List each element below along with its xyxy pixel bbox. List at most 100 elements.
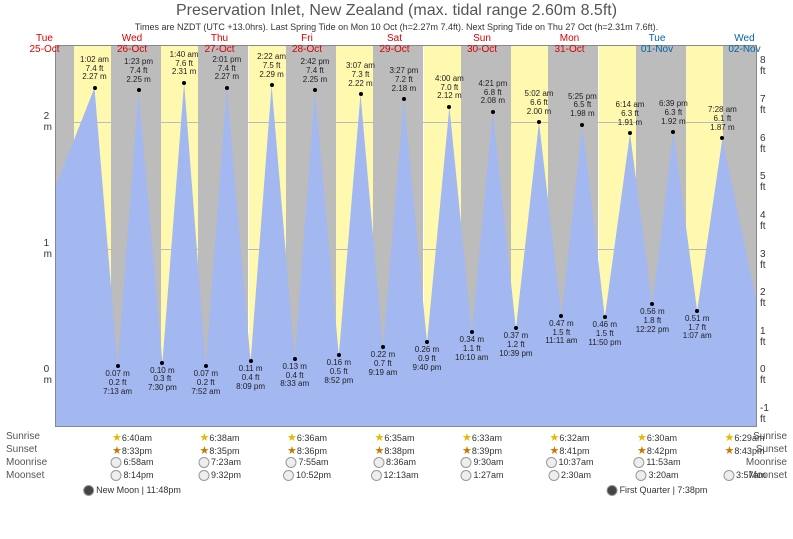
date-label: Fri28-Oct [292,33,322,55]
sun-moon-time: ★6:33am [462,431,502,444]
sun-moon-time: 2:30am [548,470,591,481]
date-label: Thu27-Oct [204,33,234,55]
date-label: Tue01-Nov [641,33,673,55]
sun-moon-time: ★8:41pm [550,444,590,457]
sun-moon-time: 9:32pm [198,470,241,481]
sun-moon-time: 10:52pm [283,470,331,481]
sun-moon-time: 6:58am [110,457,153,468]
tide-point [381,345,385,349]
high-tide-label: 1:40 am7.6 ft2.31 m [170,51,199,77]
high-tide-label: 5:02 am6.6 ft2.00 m [525,90,554,116]
high-tide-label: 3:27 pm7.2 ft2.18 m [389,67,418,93]
tide-point [514,326,518,330]
date-label: Sat29-Oct [379,33,409,55]
tide-point [182,81,186,85]
y-tick-right: 3 ft [756,249,766,271]
y-tick-left: 1 m [44,238,56,260]
y-tick-right: 0 ft [756,364,766,386]
tide-chart: Preservation Inlet, New Zealand (max. ti… [0,0,793,539]
tide-point [225,86,229,90]
sun-moon-time: 7:23am [198,457,241,468]
chart-title: Preservation Inlet, New Zealand (max. ti… [0,2,793,20]
y-tick-right: 6 ft [756,133,766,155]
sun-moon-time: ★6:30am [637,431,677,444]
tide-point [671,130,675,134]
high-tide-label: 4:00 am7.0 ft2.12 m [435,75,464,101]
sun-moon-time: ★8:43pm [725,444,765,457]
sun-moon-time: 11:53am [633,457,680,468]
high-tide-label: 2:01 pm7.4 ft2.27 m [212,56,241,82]
sun-moon-time: 7:55am [285,457,328,468]
moon-phase-label: New Moon | 11:48pm [83,485,181,496]
tide-point [359,92,363,96]
sun-moon-time: ★8:42pm [637,444,677,457]
high-tide-label: 6:39 pm6.3 ft1.92 m [659,100,688,126]
y-tick-left: 0 m [44,364,56,386]
sun-moon-time: 12:13am [370,470,418,481]
tide-point [160,361,164,365]
row-label-left: Sunrise [6,431,40,442]
sun-moon-time: 10:37am [545,457,593,468]
low-tide-label: 0.10 m0.3 ft7:30 pm [148,367,177,393]
low-tide-label: 0.51 m1.7 ft1:07 am [683,315,712,341]
date-label: Wed26-Oct [117,33,147,55]
tide-point [402,97,406,101]
plot-area: 0 m1 m2 m-1 ft0 ft1 ft2 ft3 ft4 ft5 ft6 … [55,45,757,427]
tide-point [425,340,429,344]
y-tick-right: 5 ft [756,171,766,193]
date-label: Sun30-Oct [467,33,497,55]
row-label-left: Moonset [6,470,44,481]
low-tide-label: 0.07 m0.2 ft7:13 am [103,370,132,396]
date-label: Mon31-Oct [554,33,584,55]
tide-point [650,302,654,306]
tide-point [580,123,584,127]
tide-point [537,120,541,124]
sun-moon-time: ★8:36pm [287,444,327,457]
low-tide-label: 0.34 m1.1 ft10:10 am [455,336,488,362]
sun-moon-time: 1:27am [460,470,503,481]
y-tick-right: 1 ft [756,326,766,348]
tide-point [628,131,632,135]
high-tide-label: 5:25 pm6.5 ft1.98 m [568,93,597,119]
y-tick-right: 8 ft [756,55,766,77]
tide-point [137,88,141,92]
sun-moon-time: 3:20am [635,470,678,481]
y-tick-right: 2 ft [756,287,766,309]
high-tide-label: 6:14 am6.3 ft1.91 m [616,101,645,127]
y-tick-right: -1 ft [756,403,769,425]
high-tide-label: 1:23 pm7.4 ft2.25 m [124,58,153,84]
tide-point [470,330,474,334]
tide-point [603,315,607,319]
sun-moon-time: ★6:38am [200,431,240,444]
tide-point [293,357,297,361]
tide-point [720,136,724,140]
high-tide-label: 7:28 am6.1 ft1.87 m [708,106,737,132]
row-label-left: Sunset [6,444,37,455]
tide-point [204,364,208,368]
sun-moon-time: ★8:35pm [200,444,240,457]
tide-point [695,309,699,313]
sun-moon-time: ★6:36am [287,431,327,444]
low-tide-label: 0.26 m0.9 ft9:40 pm [413,346,442,372]
moon-phase-label: First Quarter | 7:38pm [607,485,708,496]
low-tide-label: 0.07 m0.2 ft7:52 am [191,370,220,396]
y-tick-left: 2 m [44,111,56,133]
low-tide-label: 0.56 m1.8 ft12:22 pm [636,308,669,334]
date-label: Wed02-Nov [728,33,760,55]
row-label-left: Moonrise [6,457,47,468]
tide-point [491,110,495,114]
high-tide-label: 3:07 am7.3 ft2.22 m [346,62,375,88]
sun-moon-time: ★6:35am [375,431,415,444]
high-tide-label: 2:42 pm7.4 ft2.25 m [301,58,330,84]
low-tide-label: 0.16 m0.5 ft8:52 pm [324,359,353,385]
y-tick-right: 4 ft [756,210,766,232]
low-tide-label: 0.11 m0.4 ft8:09 pm [236,365,265,391]
sun-moon-time: ★6:32am [550,431,590,444]
high-tide-label: 1:02 am7.4 ft2.27 m [80,56,109,82]
low-tide-label: 0.37 m1.2 ft10:39 pm [499,332,532,358]
sun-moon-time: ★8:33pm [112,444,152,457]
tide-point [93,86,97,90]
chart-subtitle: Times are NZDT (UTC +13.0hrs). Last Spri… [0,22,793,32]
low-tide-label: 0.47 m1.5 ft11:11 am [545,320,577,346]
sun-moon-time: 9:30am [460,457,503,468]
